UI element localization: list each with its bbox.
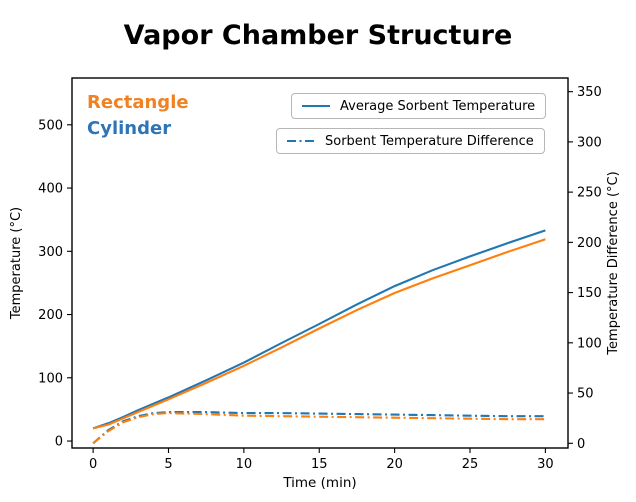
right-tick-label: 300 [577, 135, 602, 150]
x-axis-label: Time (min) [282, 475, 356, 491]
x-tick-label: 20 [386, 457, 403, 472]
chart-title: Vapor Chamber Structure [123, 20, 513, 51]
right-tick-label: 50 [577, 387, 594, 402]
axes-spines [71, 77, 569, 449]
left-tick-label: 100 [38, 371, 63, 386]
x-tick-label: 30 [537, 457, 554, 472]
x-tick-label: 5 [164, 457, 172, 472]
right-tick-label: 0 [577, 437, 585, 452]
dashdot-line-sample-icon [287, 140, 315, 142]
right-axis-label: Temperature Difference (°C) [606, 171, 621, 355]
structure-annotations: Rectangle Cylinder [87, 90, 189, 142]
left-axis-label: Temperature (°C) [9, 207, 24, 320]
right-tick-label: 150 [577, 286, 602, 301]
legend-temperature-difference: Sorbent Temperature Difference [276, 128, 545, 154]
series-line-0 [92, 229, 546, 430]
legend-label: Average Sorbent Temperature [340, 98, 536, 114]
right-tick-label: 250 [577, 186, 602, 201]
legend-label: Sorbent Temperature Difference [325, 133, 534, 149]
left-tick-label: 300 [38, 245, 63, 260]
left-tick-label: 400 [38, 182, 63, 197]
right-tick-label: 350 [577, 85, 602, 100]
left-tick-label: 200 [38, 308, 63, 323]
series-line-3 [92, 412, 546, 445]
left-tick-label: 500 [38, 118, 63, 133]
x-tick-label: 25 [462, 457, 479, 472]
solid-line-sample-icon [302, 105, 330, 107]
x-tick-label: 0 [89, 457, 97, 472]
x-tick-label: 10 [236, 457, 253, 472]
right-tick-label: 100 [577, 336, 602, 351]
left-tick-label: 0 [55, 435, 63, 450]
x-tick-label: 15 [311, 457, 328, 472]
annotation-cylinder: Cylinder [87, 118, 172, 139]
annotation-rectangle: Rectangle [87, 92, 189, 113]
series-line-1 [92, 238, 546, 430]
legend-average-temperature: Average Sorbent Temperature [291, 93, 547, 119]
right-tick-label: 200 [577, 236, 602, 251]
series-line-2 [92, 411, 546, 445]
